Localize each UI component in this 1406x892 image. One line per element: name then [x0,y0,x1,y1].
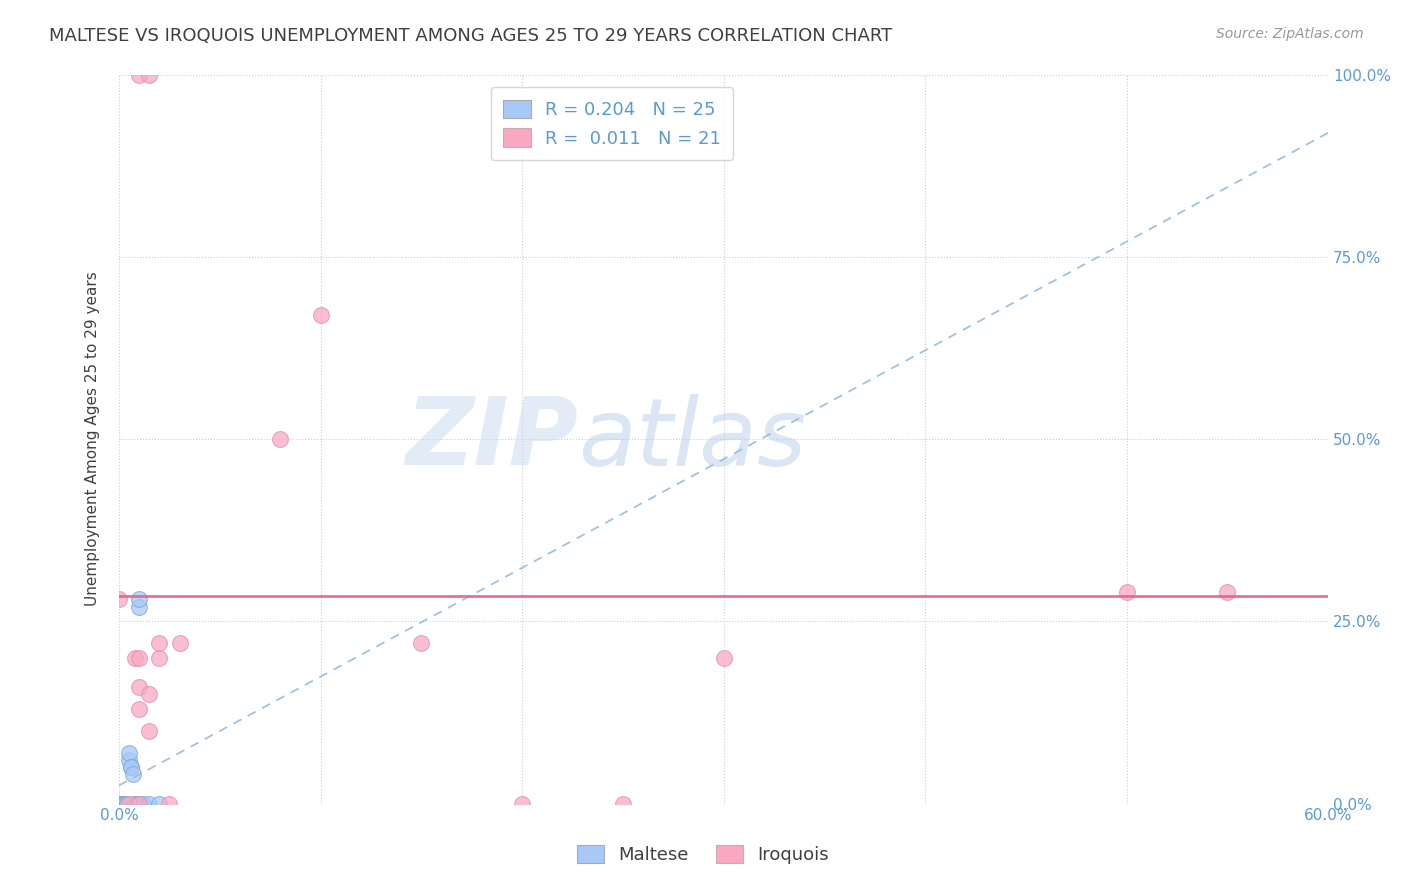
Point [115,797,138,811]
Point [124,797,146,811]
Point [159,797,181,811]
Point [114,797,136,811]
Point [115,797,138,811]
Point [108,797,131,811]
Point [118,797,141,811]
Point [138,797,160,811]
Legend: Maltese, Iroquois: Maltese, Iroquois [562,830,844,879]
Point [713,650,735,665]
Point [128,680,150,694]
Point [120,760,142,774]
Y-axis label: Unemployment Among Ages 25 to 29 years: Unemployment Among Ages 25 to 29 years [86,272,100,607]
Point [128,797,150,811]
Point [127,797,149,811]
Text: MALTESE VS IROQUOIS UNEMPLOYMENT AMONG AGES 25 TO 29 YEARS CORRELATION CHART: MALTESE VS IROQUOIS UNEMPLOYMENT AMONG A… [49,27,893,45]
Point [108,797,131,811]
Point [411,636,433,650]
Point [309,308,332,322]
Point [169,636,191,650]
Point [612,797,634,811]
Point [120,760,142,774]
Point [124,797,146,811]
Point [148,797,170,811]
Point [148,636,170,650]
Point [108,797,131,811]
Point [124,650,146,665]
Point [1216,585,1239,599]
Point [118,746,141,760]
Point [128,68,150,82]
Text: ZIP: ZIP [405,393,578,485]
Point [269,432,291,446]
Point [108,797,131,811]
Text: Source: ZipAtlas.com: Source: ZipAtlas.com [1216,27,1364,41]
Point [128,702,150,716]
Point [138,687,160,701]
Point [108,797,131,811]
Point [108,797,131,811]
Point [128,592,150,607]
Point [108,797,131,811]
Point [138,723,160,738]
Point [112,797,135,811]
Text: atlas: atlas [578,393,807,484]
Point [108,592,131,607]
Point [128,599,150,614]
Point [510,797,533,811]
Point [148,650,170,665]
Point [132,797,155,811]
Point [1115,585,1137,599]
Legend: R = 0.204   N = 25, R =  0.011   N = 21: R = 0.204 N = 25, R = 0.011 N = 21 [491,87,734,161]
Point [118,753,141,767]
Point [122,767,145,781]
Point [138,68,160,82]
Point [108,797,131,811]
Point [128,650,150,665]
